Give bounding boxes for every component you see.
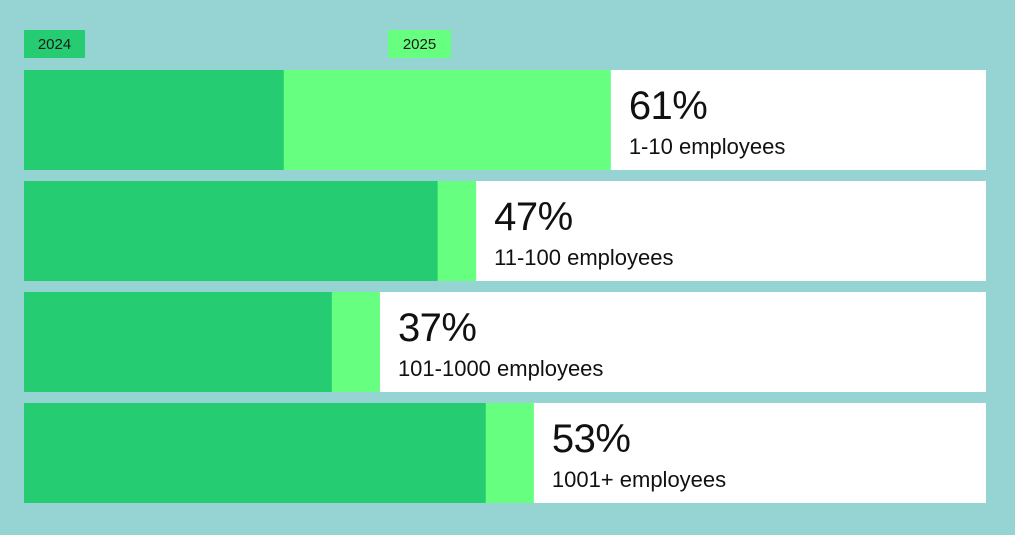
bar-label-group-3: 53% 1001+ employees [552, 419, 726, 491]
bar-2024-0 [24, 70, 284, 170]
bar-value-label: 61% [628, 84, 708, 128]
legend-2025: 2025 [388, 30, 451, 58]
bar-label-group-2: 37% 101-1000 employees [398, 308, 603, 380]
bar-value-label: 37% [397, 306, 477, 350]
bar-value-label: 53% [551, 417, 631, 461]
legend-2025-label: 2025 [402, 35, 437, 53]
bar-2024-2 [24, 292, 332, 392]
bar-category-label: 11-100 employees [494, 245, 674, 270]
bar-label-group-0: 61% 1-10 employees [629, 86, 786, 158]
legend-2024: 2024 [24, 30, 85, 58]
bar-category-label: 101-1000 employees [397, 356, 604, 381]
bar-value-label: 47% [494, 195, 573, 239]
bar-category-label: 1001+ employees [551, 467, 727, 492]
bar-2024-3 [24, 403, 486, 503]
bar-label-group-1: 47% 11-100 employees [494, 197, 673, 269]
legend-2024-label: 2024 [37, 35, 72, 53]
bar-2024-1 [24, 181, 438, 281]
bar-category-label: 1-10 employees [628, 134, 786, 159]
